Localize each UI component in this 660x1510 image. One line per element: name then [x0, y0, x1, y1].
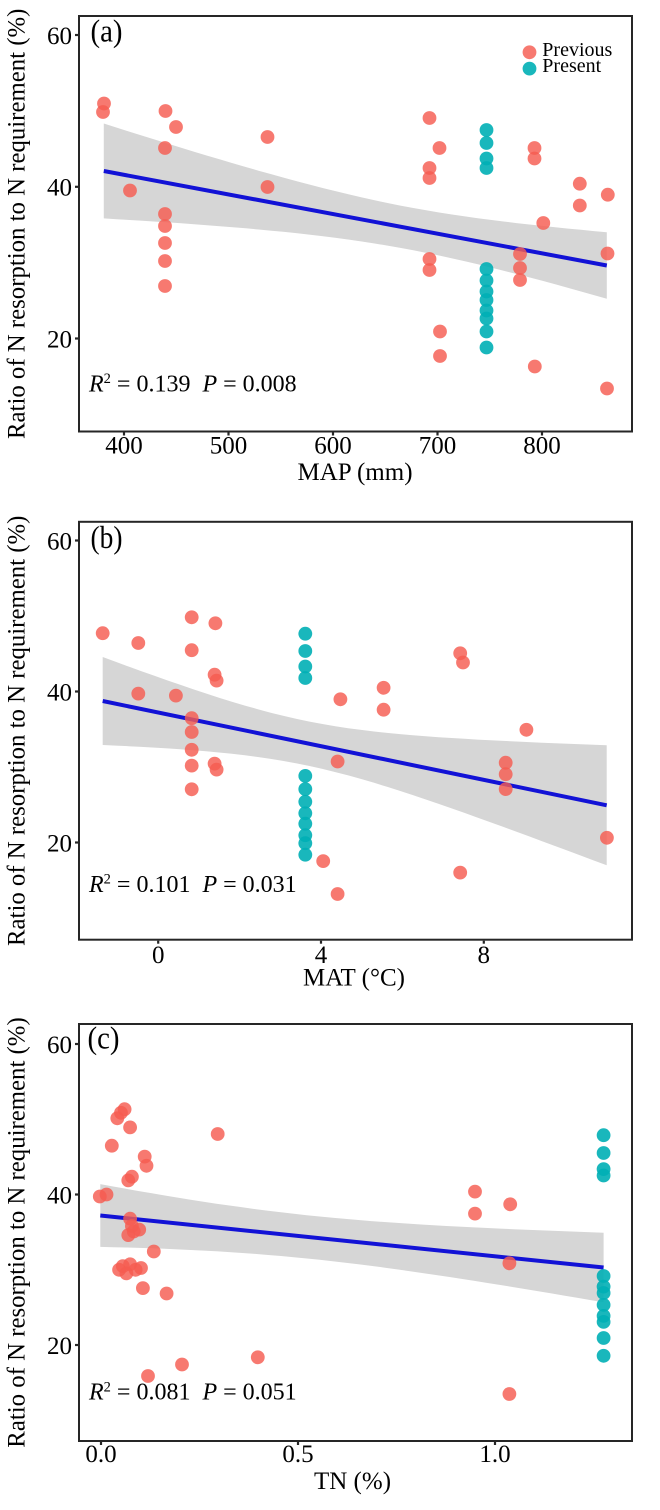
svg-text:40: 40: [47, 1182, 72, 1209]
svg-text:60: 60: [47, 528, 72, 555]
svg-text:TN (%): TN (%): [314, 1468, 391, 1495]
svg-text:8: 8: [478, 942, 491, 969]
svg-text:500: 500: [210, 432, 248, 459]
svg-text:(a): (a): [91, 13, 123, 48]
svg-text:Previous: Previous: [542, 39, 612, 61]
svg-text:800: 800: [523, 432, 561, 459]
svg-text:(b): (b): [91, 520, 123, 555]
svg-text:0: 0: [152, 942, 165, 969]
svg-text:20: 20: [47, 326, 72, 353]
svg-text:(c): (c): [88, 1021, 120, 1056]
svg-text:Ratio of N resorption to N req: Ratio of N resorption to N requirement (…: [4, 516, 31, 946]
svg-text:20: 20: [47, 830, 72, 857]
svg-text:700: 700: [419, 432, 457, 459]
svg-text:0.5: 0.5: [282, 1441, 313, 1468]
svg-text:R2 = 0.081 P = 0.051: R2 = 0.081 P = 0.051: [88, 1379, 297, 1405]
svg-text:R2 = 0.139 P = 0.008: R2 = 0.139 P = 0.008: [88, 371, 297, 397]
svg-text:1.0: 1.0: [479, 1441, 510, 1468]
svg-text:40: 40: [47, 175, 72, 202]
svg-text:60: 60: [47, 23, 72, 50]
svg-text:20: 20: [47, 1333, 72, 1360]
svg-text:4: 4: [315, 942, 328, 969]
svg-text:R2 = 0.101 P = 0.031: R2 = 0.101 P = 0.031: [88, 872, 297, 898]
svg-text:Ratio of N resorption to N req: Ratio of N resorption to N requirement (…: [4, 1017, 31, 1447]
svg-text:40: 40: [47, 679, 72, 706]
svg-text:400: 400: [105, 432, 143, 459]
svg-text:60: 60: [47, 1032, 72, 1059]
svg-text:Present: Present: [542, 55, 601, 77]
svg-text:0.0: 0.0: [85, 1441, 116, 1468]
svg-text:Ratio of N resorption to N req: Ratio of N resorption to N requirement (…: [4, 9, 31, 439]
svg-text:MAP (mm): MAP (mm): [297, 459, 412, 486]
svg-text:600: 600: [314, 432, 352, 459]
svg-text:MAT (°C): MAT (°C): [303, 965, 405, 992]
